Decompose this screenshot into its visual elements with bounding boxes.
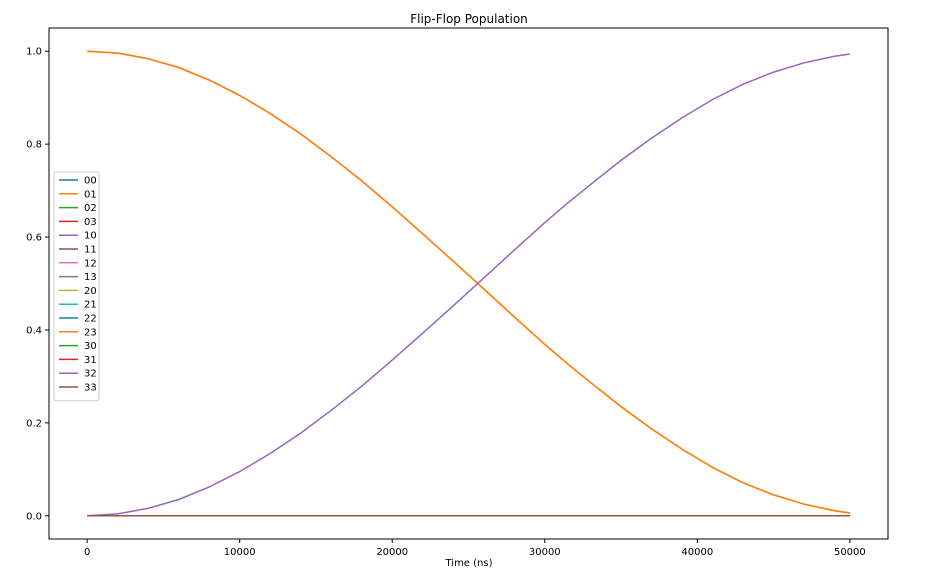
legend-label-23: 23 [84, 327, 97, 338]
legend-label-11: 11 [84, 245, 97, 256]
legend-label-03: 03 [84, 217, 97, 228]
x-tick-label: 0 [84, 547, 90, 558]
series-line-23 [87, 50, 851, 514]
x-tick-label: 40000 [681, 547, 713, 558]
legend-label-33: 33 [84, 383, 97, 394]
y-tick-label: 0.8 [26, 140, 42, 151]
chart-title: Flip-Flop Population [410, 12, 528, 26]
y-tick-label: 0.6 [26, 233, 42, 244]
legend-label-31: 31 [84, 355, 97, 366]
legend-label-20: 20 [84, 286, 97, 297]
y-tick-label: 0.0 [26, 511, 42, 522]
legend-label-02: 02 [84, 203, 97, 214]
legend-label-01: 01 [84, 189, 97, 200]
y-tick-label: 0.4 [26, 325, 42, 336]
series-line-32 [87, 53, 851, 517]
legend-label-12: 12 [84, 258, 97, 269]
legend-label-32: 32 [84, 369, 97, 380]
y-tick-label: 0.2 [26, 418, 42, 429]
legend-frame [53, 171, 100, 402]
x-axis-title: Time (ns) [444, 558, 492, 569]
legend-label-13: 13 [84, 272, 97, 283]
y-axis: 0.0 0.2 0.4 0.6 0.8 1.0 [26, 47, 49, 522]
legend-label-22: 22 [84, 314, 97, 325]
x-tick-label: 50000 [834, 547, 866, 558]
legend-label-10: 10 [84, 231, 97, 242]
x-tick-label: 30000 [529, 547, 561, 558]
x-axis: 0 10000 20000 30000 40000 50000 [84, 539, 866, 558]
x-tick-label: 10000 [224, 547, 256, 558]
legend-label-21: 21 [84, 300, 97, 311]
plot-area [87, 50, 851, 517]
legend-label-00: 00 [84, 176, 97, 187]
series-line-01 [87, 50, 851, 514]
y-tick-label: 1.0 [26, 47, 42, 58]
legend: 00 01 02 03 10 11 12 13 20 21 22 23 30 31 32 33 [53, 171, 100, 402]
plot-frame [48, 27, 889, 540]
x-tick-label: 20000 [376, 547, 408, 558]
legend-label-30: 30 [84, 341, 97, 352]
